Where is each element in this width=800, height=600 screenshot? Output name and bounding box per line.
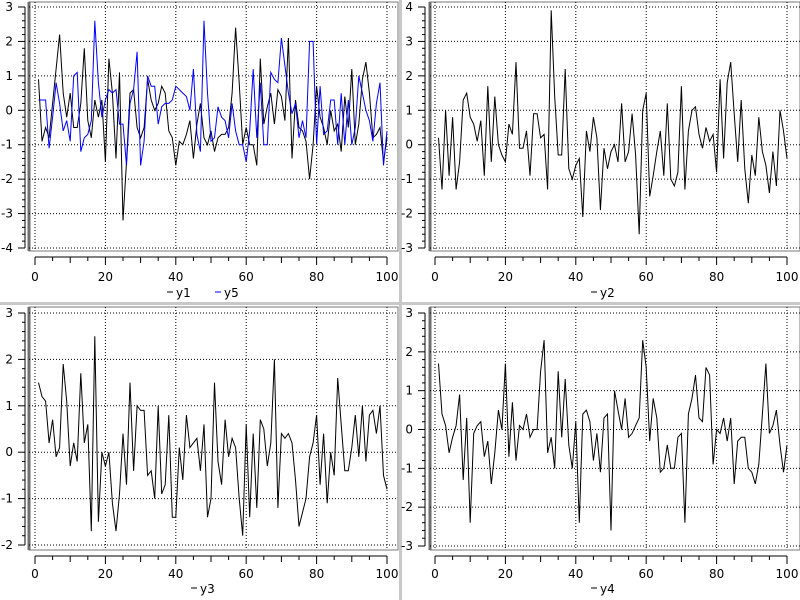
y-tick-label: 0 [5,445,13,459]
legend: y1 y5 [167,286,239,300]
x-tick-label: 0 [31,270,39,284]
y-tick-label: 2 [5,34,13,48]
series-line-y3 [38,336,388,536]
y-tick-label: 3 [405,306,413,320]
x-tick-label: 100 [376,270,399,284]
y-tick-label: -2 [401,500,413,514]
x-tick-label: 20 [98,567,113,581]
y-tick-label: 0 [405,138,413,152]
x-tick-label: 100 [376,567,399,581]
series-line-y4 [438,340,788,531]
x-tick-label: 0 [31,567,39,581]
y-tick-label: 2 [5,352,13,366]
x-tick-label: 20 [498,270,513,284]
x-tick-label: 20 [498,567,513,581]
y-tick-label: -1 [401,172,413,186]
x-tick-label: 60 [639,567,654,581]
y-tick-label: -1 [1,492,13,506]
y-tick-label: 0 [405,423,413,437]
y-tick-label: 1 [5,399,13,413]
x-tick-label: 20 [98,270,113,284]
series-line-y1 [38,27,388,221]
y-tick-label: 2 [405,345,413,359]
legend-label-y4: y4 [600,582,615,596]
y-tick-label: 0 [5,103,13,117]
subplot-3: -2 -1 0 1 2 3 0 20 40 60 80 100 y3 [1,306,399,596]
x-tick-label: 80 [309,567,324,581]
series-line-y5 [38,20,388,166]
y-tick-label: -3 [401,241,413,255]
legend: y4 [591,582,615,596]
panel-splitter-vertical[interactable] [399,0,402,600]
x-tick-label: 80 [309,270,324,284]
y-tick-label: 2 [405,69,413,83]
y-tick-label: -3 [1,207,13,221]
y-tick-label: -1 [401,461,413,475]
subplot-4: -3 -2 -1 0 1 2 3 0 20 40 60 80 100 y4 [401,306,800,596]
y-tick-label: -2 [1,172,13,186]
legend-label-y3: y3 [200,582,215,596]
y-tick-label: 3 [5,306,13,320]
subplot-1: -4 -3 -2 -1 0 1 2 3 0 20 40 60 80 100 y1 y5 [1,0,399,300]
x-tick-label: 40 [168,567,183,581]
legend: y3 [191,582,215,596]
y-tick-label: 3 [5,0,13,14]
x-tick-label: 60 [639,270,654,284]
y-tick-label: -2 [1,538,13,552]
x-tick-label: 40 [168,270,183,284]
x-tick-label: 100 [776,567,799,581]
y-tick-label: -3 [401,539,413,553]
x-tick-label: 100 [776,270,799,284]
x-tick-label: 0 [431,270,439,284]
y-tick-label: -2 [401,207,413,221]
x-tick-label: 40 [568,270,583,284]
legend-label-y1: y1 [176,286,191,300]
y-tick-label: 1 [405,384,413,398]
legend: y2 [591,286,615,300]
y-tick-label: 4 [405,0,413,14]
panel-splitter-horizontal[interactable] [0,302,800,305]
x-tick-label: 60 [239,567,254,581]
y-tick-label: 3 [405,34,413,48]
x-tick-label: 80 [709,567,724,581]
x-tick-label: 60 [239,270,254,284]
y-tick-label: -4 [1,241,13,255]
y-tick-label: -1 [1,138,13,152]
series-line-y2 [438,10,788,235]
plot-area [429,1,800,252]
legend-label-y2: y2 [600,286,615,300]
x-tick-label: 40 [568,567,583,581]
legend-label-y5: y5 [224,286,239,300]
x-tick-label: 0 [431,567,439,581]
y-tick-label: 1 [405,103,413,117]
x-tick-label: 80 [709,270,724,284]
plot-area [429,306,800,551]
y-tick-label: 1 [5,69,13,83]
